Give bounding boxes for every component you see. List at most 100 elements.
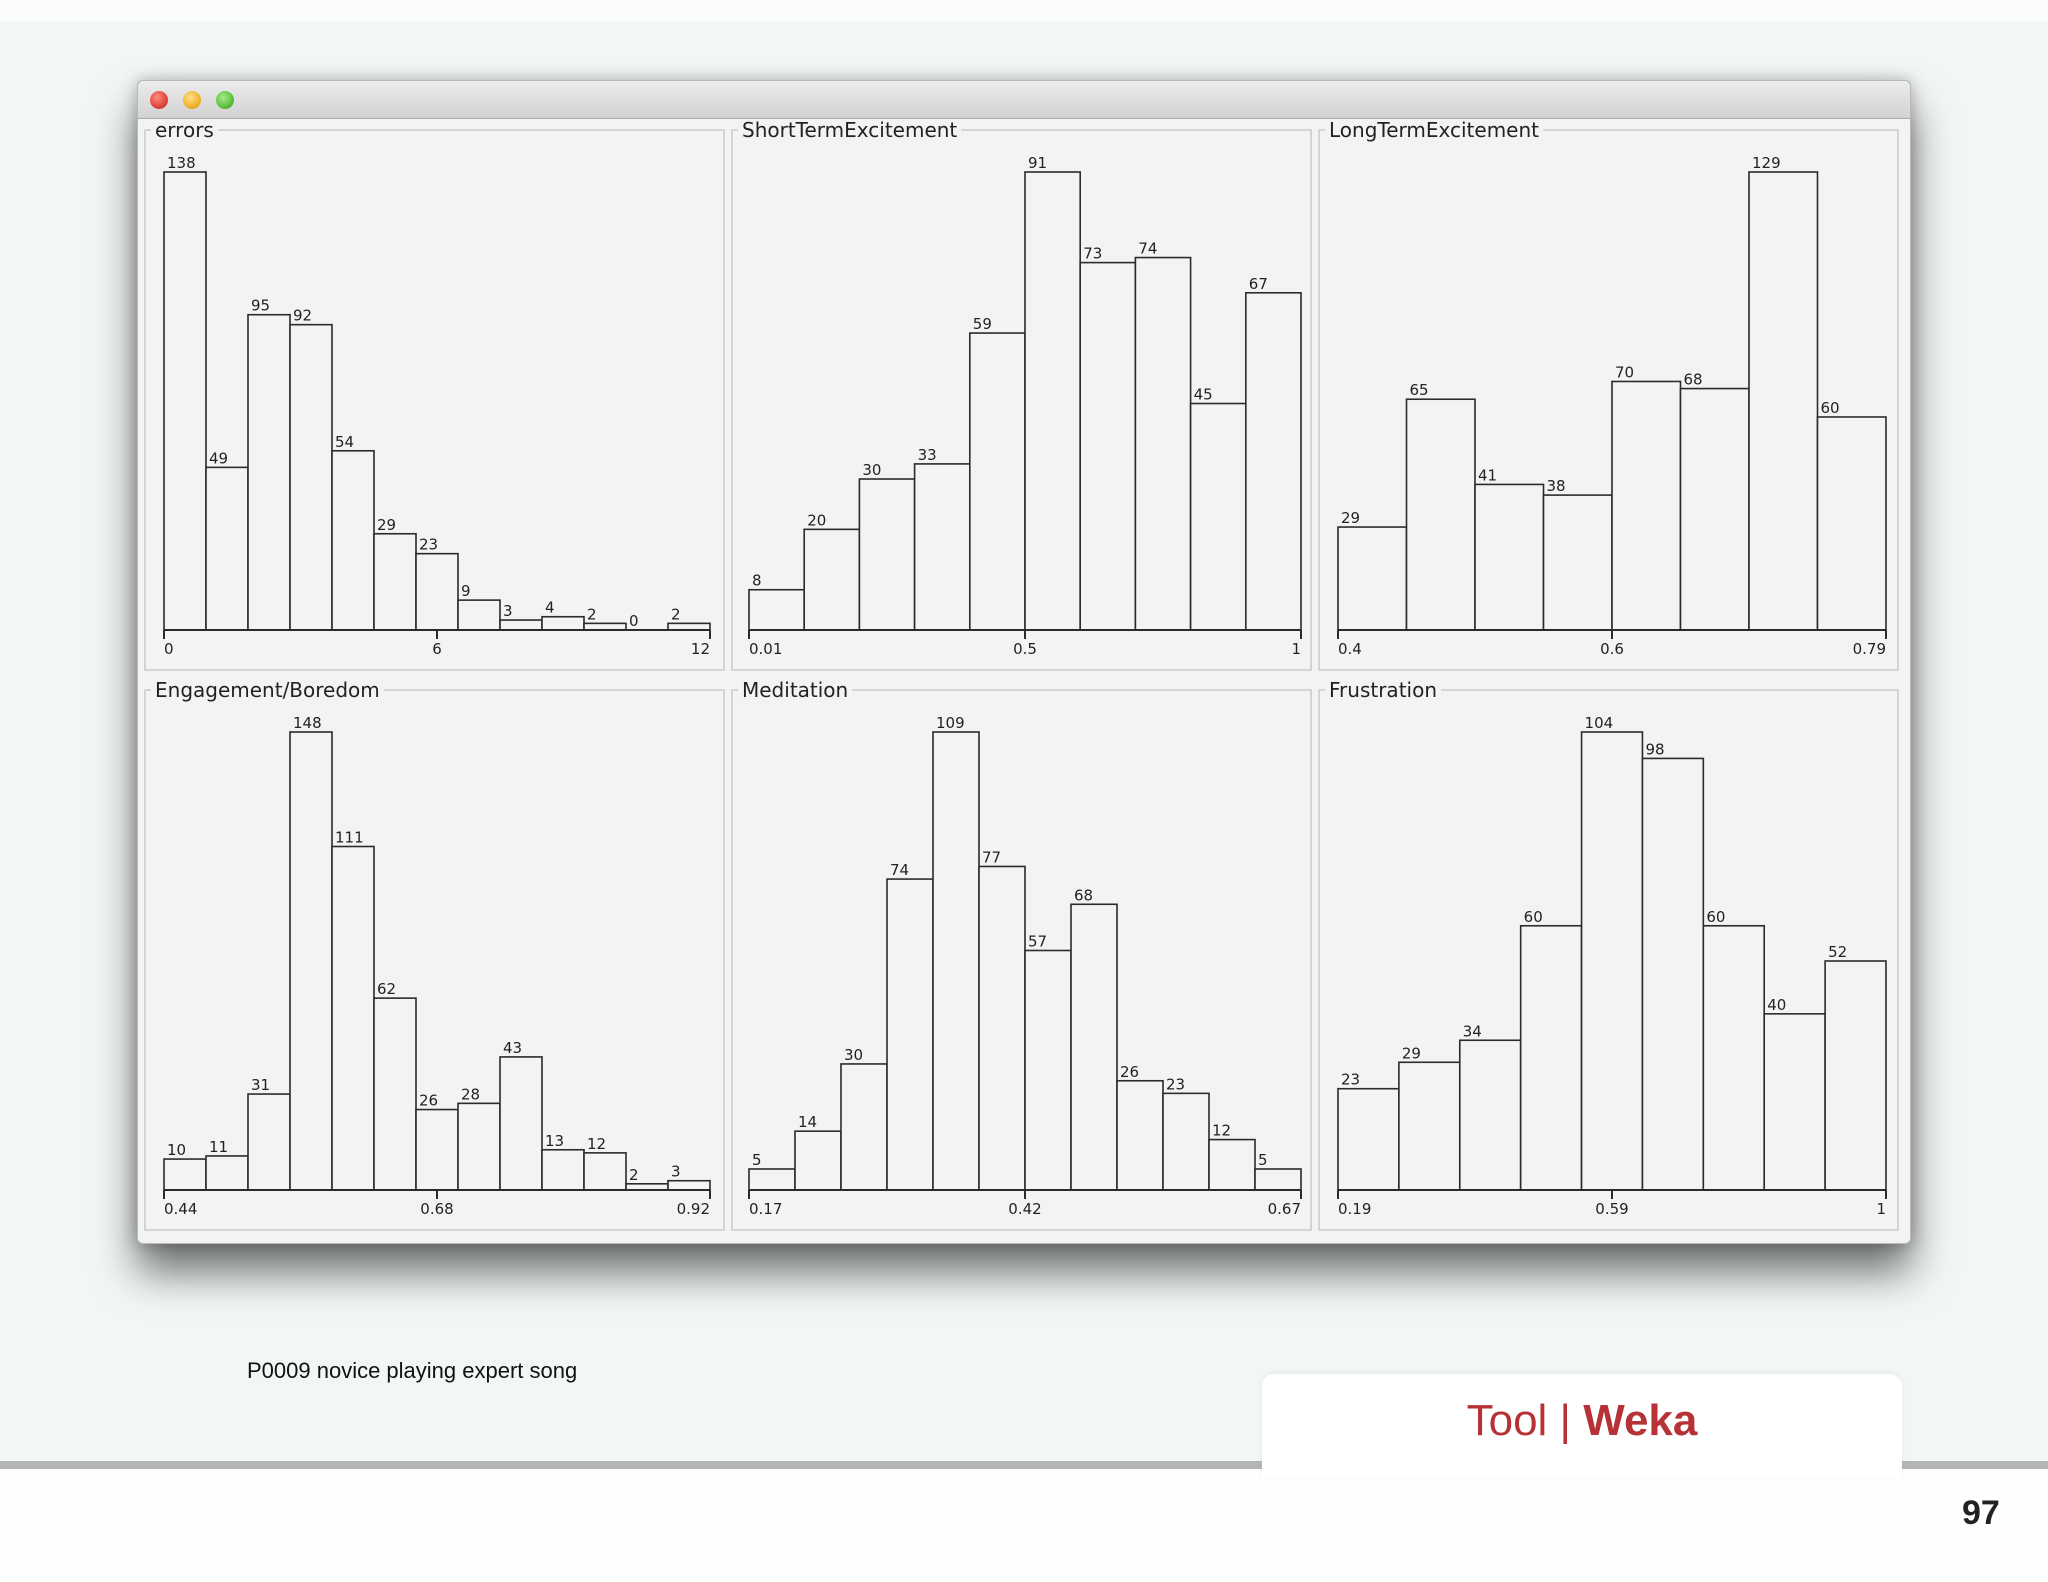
- histogram-bar[interactable]: [499, 619, 543, 631]
- minimize-window-icon[interactable]: [183, 91, 201, 109]
- bar-count-label: 57: [1028, 932, 1047, 950]
- histogram-bar[interactable]: [1245, 291, 1302, 631]
- weka-visualize-window: errors 138 49 95 92 54 29 23 9 3 4 2 0 2 0 6 12 ShortTerm…: [137, 80, 1911, 1244]
- bar-count-label: 73: [1083, 245, 1102, 263]
- panel-title: errors: [155, 119, 214, 142]
- histogram-bar[interactable]: [1070, 903, 1118, 1191]
- bar-count-label: 2: [587, 605, 597, 623]
- panel-border: [1318, 129, 1899, 671]
- histogram-bar[interactable]: [1398, 1061, 1461, 1191]
- histogram-shorttermexcitement[interactable]: ShortTermExcitement 8 20 30 33 59 91 73 74 45 67 0.…: [731, 119, 1312, 671]
- histogram-bar[interactable]: [840, 1063, 888, 1191]
- panel-title: LongTermExcitement: [1329, 119, 1539, 142]
- histogram-errors[interactable]: errors 138 49 95 92 54 29 23 9 3 4 2 0 2 0 6 12: [144, 119, 725, 671]
- histogram-bar[interactable]: [1254, 1168, 1302, 1191]
- histogram-bar[interactable]: [1162, 1092, 1210, 1191]
- histogram-bar[interactable]: [541, 615, 585, 631]
- histogram-bar[interactable]: [803, 528, 861, 631]
- tool-prefix: Tool |: [1466, 1396, 1571, 1445]
- histogram-bar[interactable]: [331, 845, 375, 1191]
- histogram-bar[interactable]: [163, 1158, 207, 1191]
- bar-count-label: 23: [1166, 1075, 1185, 1093]
- histogram-bar[interactable]: [1611, 380, 1682, 631]
- panel-title: ShortTermExcitement: [742, 119, 957, 142]
- close-window-icon[interactable]: [150, 91, 168, 109]
- bar-count-label: 62: [377, 980, 396, 998]
- bar-count-label: 29: [1341, 509, 1360, 527]
- histogram-frustration[interactable]: Frustration 23 29 34 60 104 98 60 40 52 0.19 0.59 1: [1318, 678, 1899, 1231]
- histogram-bar[interactable]: [1189, 402, 1247, 631]
- histogram-bar[interactable]: [1024, 949, 1072, 1191]
- histogram-bar[interactable]: [1679, 387, 1750, 631]
- histogram-bar[interactable]: [247, 1093, 291, 1191]
- histogram-bar[interactable]: [1580, 731, 1644, 1191]
- histogram-bar[interactable]: [1519, 924, 1583, 1191]
- histogram-bar[interactable]: [1641, 757, 1705, 1191]
- histogram-bar[interactable]: [748, 588, 806, 631]
- histogram-bar[interactable]: [289, 731, 333, 1191]
- histogram-bar[interactable]: [913, 463, 971, 631]
- histogram-bar[interactable]: [1702, 924, 1766, 1191]
- histogram-bar[interactable]: [541, 1148, 585, 1191]
- histogram-bar[interactable]: [163, 171, 207, 631]
- histogram-bar[interactable]: [457, 599, 501, 631]
- bar-count-label: 91: [1028, 154, 1047, 172]
- histogram-bar[interactable]: [794, 1130, 842, 1191]
- histogram-bar[interactable]: [415, 1108, 459, 1191]
- histogram-bar[interactable]: [373, 532, 417, 631]
- bar-count-label: 74: [890, 861, 909, 879]
- x-tick-label: 0.6: [1600, 640, 1624, 658]
- histogram-bar[interactable]: [1208, 1138, 1256, 1191]
- histogram-bar[interactable]: [978, 865, 1026, 1191]
- histogram-bar[interactable]: [1337, 526, 1408, 631]
- histogram-bar[interactable]: [1474, 483, 1545, 631]
- bar-count-label: 111: [335, 829, 364, 847]
- bar-count-label: 68: [1074, 886, 1093, 904]
- histogram-bar[interactable]: [886, 878, 934, 1191]
- window-titlebar[interactable]: [138, 81, 1910, 119]
- histogram-bar[interactable]: [1337, 1087, 1400, 1191]
- histogram-engagement-boredom[interactable]: Engagement/Boredom 10 11 31 148 111 62 26 28 43 13…: [144, 678, 725, 1231]
- histogram-meditation[interactable]: Meditation 5 14 30 74 109 77 57 68 26 23 12 5 0.17 0.4…: [731, 678, 1312, 1231]
- histogram-longtermexcitement[interactable]: LongTermExcitement 29 65 41 38 70 68 129 60 0.4 0.…: [1318, 119, 1899, 671]
- histogram-bar[interactable]: [1748, 171, 1819, 631]
- histogram-bar[interactable]: [932, 731, 980, 1191]
- histogram-bar[interactable]: [289, 323, 333, 631]
- bar-count-label: 98: [1645, 740, 1664, 758]
- bar-count-label: 52: [1828, 943, 1847, 961]
- histogram-bar[interactable]: [205, 1155, 249, 1191]
- bar-count-label: 34: [1463, 1022, 1482, 1040]
- histogram-bar[interactable]: [1763, 1013, 1826, 1191]
- histogram-bar[interactable]: [1134, 256, 1192, 631]
- histogram-bar[interactable]: [499, 1056, 543, 1191]
- bar-count-label: 26: [419, 1092, 438, 1110]
- histogram-bar[interactable]: [748, 1168, 796, 1191]
- histogram-bar[interactable]: [667, 1179, 711, 1191]
- histogram-bar[interactable]: [247, 313, 291, 631]
- histogram-bar[interactable]: [457, 1102, 501, 1191]
- histogram-bar[interactable]: [205, 466, 249, 631]
- histogram-bar[interactable]: [1542, 494, 1613, 631]
- histogram-bar[interactable]: [373, 997, 417, 1191]
- histogram-bar[interactable]: [415, 552, 459, 631]
- histogram-bar[interactable]: [583, 1152, 627, 1191]
- histogram-bar[interactable]: [1824, 960, 1887, 1191]
- histogram-bar[interactable]: [1458, 1039, 1522, 1191]
- histogram-bar[interactable]: [858, 478, 916, 631]
- bar-count-label: 2: [671, 605, 681, 623]
- zoom-window-icon[interactable]: [216, 91, 234, 109]
- bar-count-label: 26: [1120, 1063, 1139, 1081]
- tool-label: Tool | Weka: [1262, 1396, 1902, 1446]
- slide-divider-line: [0, 1461, 2048, 1469]
- bar-count-label: 109: [936, 714, 965, 732]
- histogram-bar[interactable]: [1116, 1079, 1164, 1191]
- bar-count-label: 45: [1194, 386, 1213, 404]
- bar-count-label: 95: [251, 297, 270, 315]
- histogram-bar[interactable]: [968, 332, 1026, 631]
- histogram-bar[interactable]: [1079, 261, 1137, 631]
- histogram-bar[interactable]: [1405, 398, 1476, 631]
- histogram-bar[interactable]: [331, 449, 375, 631]
- histogram-bar[interactable]: [1816, 416, 1887, 631]
- histogram-bar[interactable]: [1024, 171, 1082, 631]
- bar-count-label: 14: [798, 1113, 817, 1131]
